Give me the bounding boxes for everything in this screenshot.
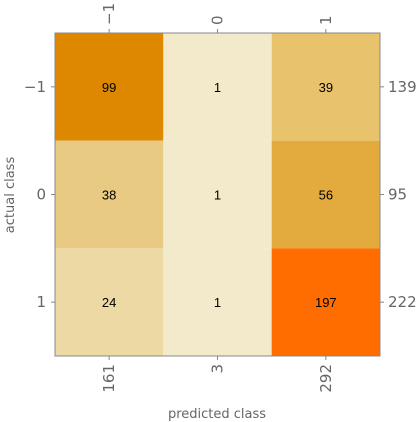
y-axis-label: actual class: [3, 157, 18, 234]
heatmap-cell: [271, 140, 380, 249]
cell-value-label: 1: [214, 80, 221, 95]
cell-value-label: 39: [319, 80, 333, 95]
axis-ticks: [51, 29, 384, 360]
row-total-label: 139: [388, 78, 417, 96]
x-tick-label-top: 0: [209, 15, 227, 25]
x-axis-label: predicted class: [168, 407, 266, 422]
heatmap-cell: [55, 248, 164, 356]
heatmap-cell: [55, 140, 164, 249]
cell-value-label: 197: [315, 295, 337, 310]
y-tick-label-left: 1: [36, 293, 46, 311]
y-tick-label-left: −1: [24, 78, 46, 96]
heatmap-cell: [271, 248, 380, 356]
cell-value-label: 24: [102, 295, 116, 310]
left-tick-labels: −1 0 1: [24, 78, 46, 311]
heatmap-cells: [55, 33, 380, 356]
y-tick-label-left: 0: [36, 186, 46, 204]
x-tick-label-top: −1: [100, 3, 118, 25]
cell-value-label: 1: [214, 188, 221, 203]
top-tick-labels: −1 0 1: [100, 3, 335, 25]
cell-value-label: 56: [319, 188, 333, 203]
row-total-label: 95: [388, 186, 407, 204]
row-total-label: 222: [388, 293, 417, 311]
right-tick-labels: 139 95 222: [388, 78, 417, 311]
cell-value-label: 1: [214, 295, 221, 310]
heatmap-cell: [163, 33, 272, 141]
heatmap-cell-labels: 99 1 39 38 1 56 24 1 197: [102, 80, 337, 310]
column-total-label: 161: [100, 364, 118, 393]
heatmap-cell: [271, 33, 380, 141]
heatmap-cell: [163, 248, 272, 356]
x-tick-label-top: 1: [317, 15, 335, 25]
heatmap-cell: [55, 33, 164, 141]
bottom-tick-labels: 161 3 292: [100, 364, 335, 393]
cell-value-label: 38: [102, 188, 116, 203]
cell-value-label: 99: [102, 80, 116, 95]
heatmap-cell: [163, 140, 272, 249]
column-total-label: 3: [209, 364, 227, 374]
column-total-label: 292: [317, 364, 335, 393]
